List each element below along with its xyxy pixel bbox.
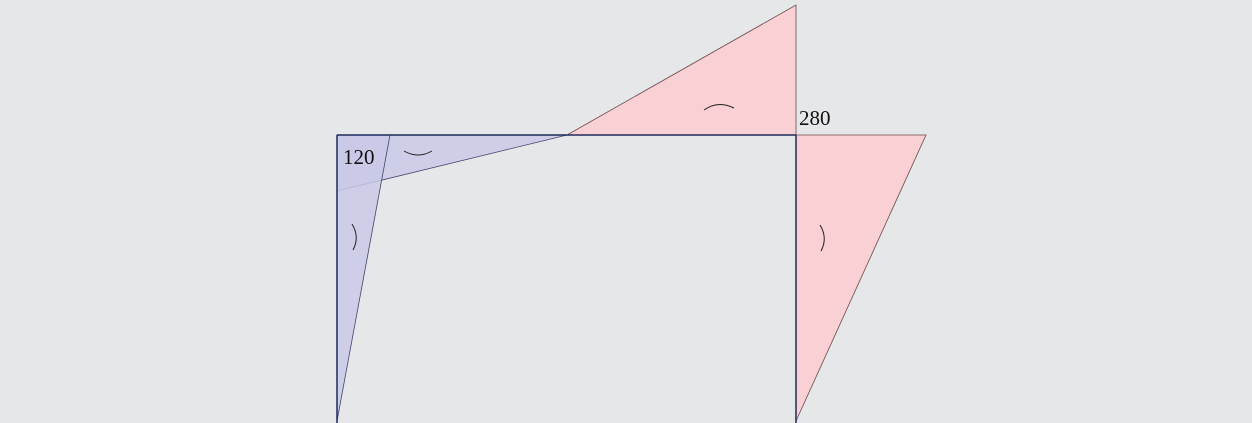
angle-mark bbox=[403, 150, 433, 156]
angle-mark bbox=[703, 104, 735, 111]
angle-mark bbox=[819, 224, 825, 252]
angle-mark bbox=[351, 223, 357, 251]
angle-label: 120 bbox=[343, 145, 375, 169]
angle-label: 280 bbox=[799, 106, 831, 130]
